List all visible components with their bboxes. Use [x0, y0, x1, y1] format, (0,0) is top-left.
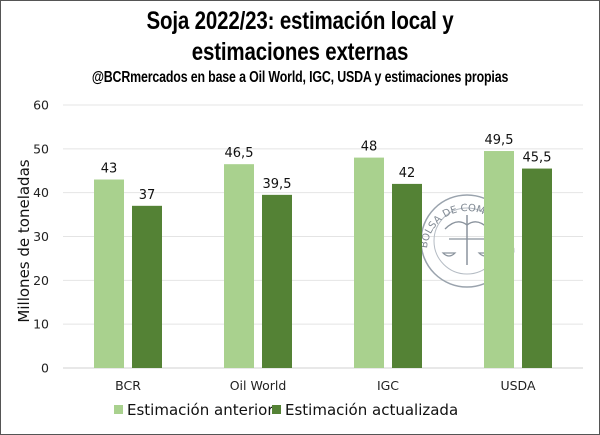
bar-estimacion-actualizada — [132, 205, 162, 368]
chart-title-line-1: Soja 2022/23: estimación local y — [146, 7, 454, 35]
x-tick-label: Oil World — [230, 378, 287, 393]
legend-item: Estimación actualizada — [272, 401, 458, 419]
x-axis-ticks: BCR Oil World IGC USDA — [115, 378, 536, 393]
bcr-seal-watermark-icon: BOLSA DE COMERCIO DE ROSARIO — [1, 1, 515, 288]
data-label: 39,5 — [263, 177, 292, 192]
legend-label: Estimación anterior — [127, 401, 274, 419]
y-tick-label: 50 — [33, 141, 49, 156]
data-label: 43 — [101, 162, 118, 177]
y-axis-ticks: 0 10 20 30 40 50 60 — [33, 98, 49, 376]
legend-label: Estimación actualizada — [285, 401, 458, 419]
legend: Estimación anterior Estimación actualizad… — [114, 401, 458, 419]
bar-estimacion-actualizada — [262, 194, 292, 368]
legend-swatch — [272, 405, 281, 414]
bar-estimacion-anterior — [354, 157, 384, 368]
data-label: 46,5 — [225, 146, 254, 161]
y-tick-label: 40 — [33, 185, 49, 200]
bars — [94, 151, 552, 368]
bar-estimacion-actualizada — [522, 168, 552, 368]
seal-text: BOLSA DE COMERCIO DE ROSARIO — [1, 1, 515, 253]
x-tick-label: IGC — [377, 378, 399, 393]
y-tick-label: 20 — [33, 273, 49, 288]
data-label: 45,5 — [523, 151, 552, 166]
y-tick-label: 0 — [41, 361, 49, 376]
legend-swatch — [114, 405, 123, 414]
seal-wings — [444, 221, 490, 230]
x-tick-label: BCR — [115, 378, 141, 393]
x-tick-label: USDA — [500, 378, 535, 393]
bar-estimacion-actualizada — [392, 183, 422, 368]
data-label: 42 — [399, 166, 416, 181]
chart-title-line-2: estimaciones externas — [191, 38, 409, 66]
chart-subtitle: @BCRmercados en base a Oil World, IGC, U… — [91, 69, 509, 86]
data-label: 37 — [139, 188, 156, 203]
legend-item: Estimación anterior — [114, 401, 274, 419]
data-label: 49,5 — [485, 133, 514, 148]
y-tick-label: 30 — [33, 229, 49, 244]
bar-estimacion-anterior — [484, 151, 514, 368]
y-tick-label: 10 — [33, 317, 49, 332]
bar-estimacion-anterior — [224, 164, 254, 368]
y-axis-label: Millones de toneladas — [15, 159, 33, 322]
data-label: 48 — [361, 140, 378, 155]
bar-estimacion-anterior — [94, 179, 124, 368]
y-tick-label: 60 — [33, 98, 49, 113]
data-labels: 43 37 46,5 39,5 48 42 49,5 45,5 — [101, 133, 552, 203]
